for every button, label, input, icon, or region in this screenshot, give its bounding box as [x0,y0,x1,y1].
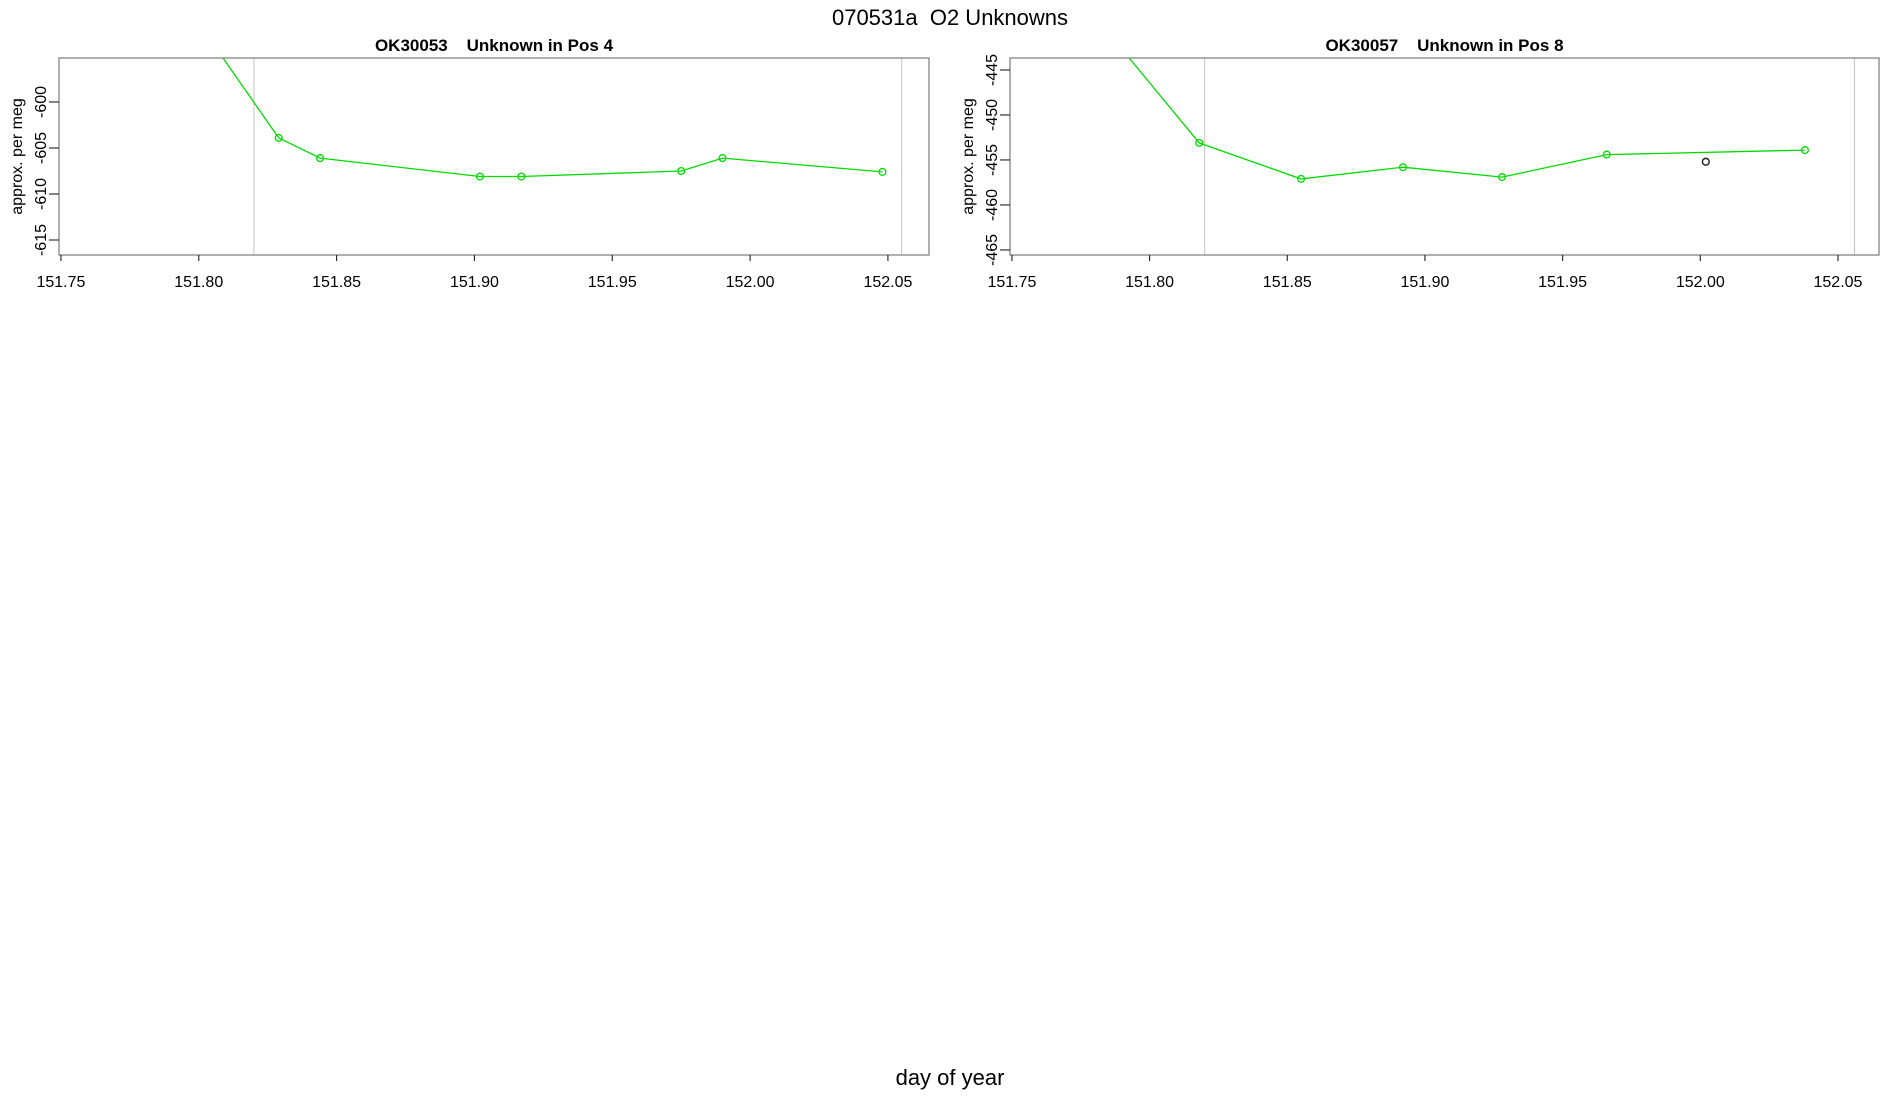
plot-border [58,57,930,256]
series-line [1128,58,1805,180]
y-tick-label: -460 [984,189,1001,221]
x-tick-label: 152.00 [726,274,775,291]
data-point-marker [475,172,484,181]
x-tick-label: 151.95 [588,274,637,291]
y-tick-label: -605 [33,132,50,164]
data-point-marker [1398,163,1407,172]
y-tick-label: -465 [984,234,1001,266]
x-axis-title: day of year [895,1065,1005,1090]
y-tick-label: -450 [984,99,1001,131]
data-point-marker [1497,173,1507,182]
data-point-marker [1195,138,1204,147]
x-tick-label: 151.90 [450,274,499,291]
x-tick-label: 151.80 [174,274,223,291]
y-tick-label: -615 [33,224,50,256]
x-tick-label: 151.85 [312,274,361,291]
data-point-marker [1800,146,1809,155]
data-point-marker [1296,174,1306,183]
plot-border [1009,57,1880,256]
y-tick-label: -610 [33,178,50,210]
data-point-marker [1602,150,1611,159]
x-tick-label: 152.00 [1676,274,1725,291]
data-point-marker [274,133,283,142]
panel-title-ok30053: OK30053 Unknown in Pos 4 [374,36,614,55]
data-point-marker [878,167,887,176]
outlier-marker [1701,157,1710,166]
x-tick-label: 151.90 [1400,274,1449,291]
x-tick-label: 151.80 [1125,274,1174,291]
x-tick-label: 152.05 [863,274,912,291]
y-axis-title: approx. per meg [960,98,977,215]
x-tick-label: 152.05 [1814,274,1863,291]
x-tick-label: 151.85 [1263,274,1312,291]
x-tick-label: 151.75 [36,274,85,291]
panel-ok30057: 151.75 151.80 151.85 151.90 151.95 152.00 152.… [960,54,1880,291]
panel-title-ok30057: OK30057 Unknown in Pos 8 [1325,36,1564,55]
data-point-marker [677,166,686,176]
y-tick-label: -445 [984,54,1001,86]
x-tick-label: 151.95 [1538,274,1587,291]
data-point-marker [316,154,325,163]
y-tick-label: -455 [984,144,1001,176]
data-point-marker [718,154,727,163]
x-tick-label: 151.75 [987,274,1036,291]
y-axis-title: approx. per meg [9,98,26,215]
y-tick-label: -600 [33,86,50,118]
series-line [222,58,883,178]
panel-ok30053: 151.75 151.80 151.85 151.90 151.95 152.00 152.… [9,57,930,291]
figure-title: 070531a O2 Unknowns [831,5,1069,30]
data-point-marker [517,172,526,181]
